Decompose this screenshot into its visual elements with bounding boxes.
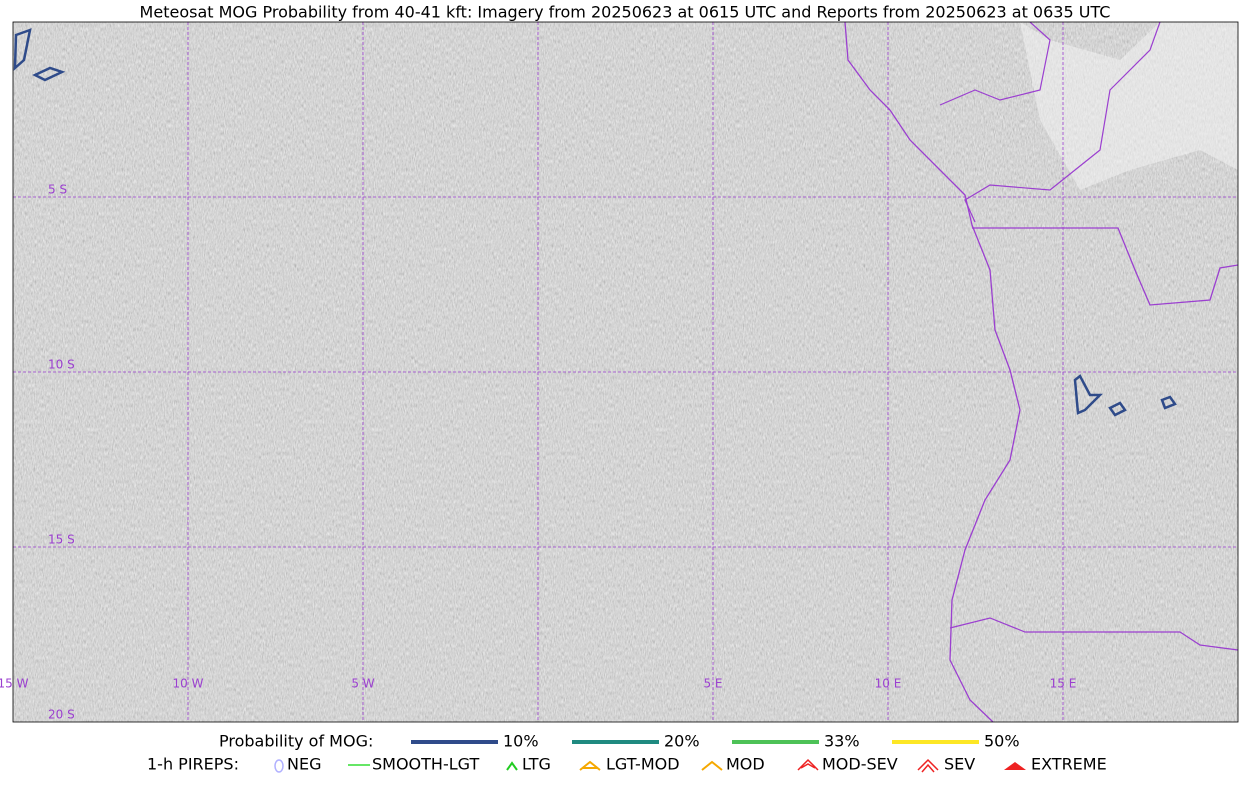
lon-label: 5 E [703, 677, 722, 691]
lon-label: 15 W [0, 677, 29, 691]
legend-label: SEV [944, 755, 975, 774]
legend-label: LTG [522, 755, 551, 774]
lon-label: 10 W [173, 677, 204, 691]
graticule [13, 22, 1238, 722]
legend-title: Probability of MOG: [219, 732, 373, 751]
legend-label: 50% [984, 732, 1020, 751]
border [949, 617, 1238, 651]
lat-label: 10 S [48, 358, 75, 372]
sev-icon [917, 758, 939, 773]
legend-label: SMOOTH-LGT [372, 755, 479, 774]
lon-label: 15 E [1050, 677, 1077, 691]
legend-label: 20% [664, 732, 700, 751]
legend-label: MOD-SEV [822, 755, 898, 774]
legend: Probability of MOG: 1-h PIREPS: 10% 20% 33… [147, 732, 1107, 774]
legend-title: 1-h PIREPS: [147, 755, 239, 774]
lon-label: 5 W [351, 677, 374, 691]
legend-label: 33% [824, 732, 860, 751]
lon-label: 10 E [875, 677, 902, 691]
legend-label: NEG [287, 755, 321, 774]
lat-label: 20 S [48, 708, 75, 722]
border [972, 227, 1238, 306]
lat-label: 15 S [48, 533, 75, 547]
lgt-mod-icon [579, 760, 601, 771]
legend-label: LGT-MOD [606, 755, 680, 774]
neg-icon [274, 759, 284, 773]
ltg-icon [506, 761, 518, 771]
border [939, 22, 1161, 223]
coastline [844, 22, 1021, 722]
mod-icon [701, 760, 723, 771]
extreme-icon [1004, 762, 1026, 770]
legend-label: MOD [726, 755, 765, 774]
cloud-region [1020, 22, 1238, 190]
graticule-labels: 5 S 10 S 15 S 20 S 15 W 10 W 5 W 5 E 10 E 15 E [0, 183, 1076, 722]
mog-10-contour [13, 28, 1177, 417]
map [13, 22, 1238, 722]
map-frame [12, 21, 1239, 723]
legend-label: 10% [503, 732, 539, 751]
mod-sev-icon [797, 758, 819, 771]
legend-label: EXTREME [1031, 755, 1107, 774]
title: Meteosat MOG Probability from 40-41 kft:… [140, 3, 1111, 22]
lat-label: 5 S [48, 183, 67, 197]
